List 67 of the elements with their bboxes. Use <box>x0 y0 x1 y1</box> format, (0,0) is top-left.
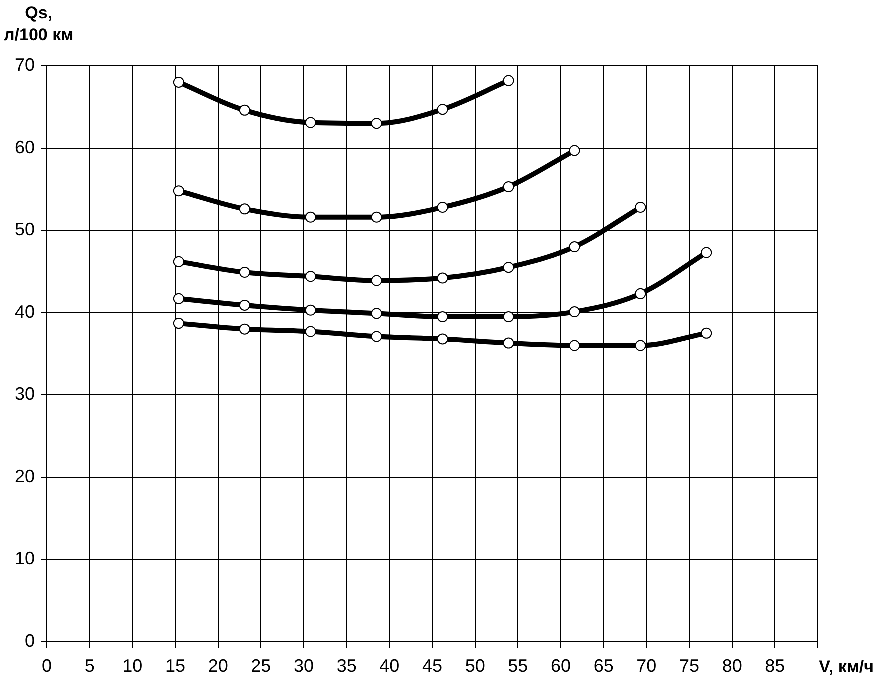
y-tick-label: 70 <box>14 54 35 75</box>
point <box>503 338 514 349</box>
point <box>503 262 514 274</box>
point <box>305 117 316 128</box>
point <box>371 275 382 286</box>
point <box>173 186 184 197</box>
point <box>239 204 250 215</box>
x-tick-label: 75 <box>679 656 700 676</box>
y-tick-label: 40 <box>14 302 35 322</box>
x-tick-label: 5 <box>84 656 95 676</box>
x-tick-label: 40 <box>380 656 400 676</box>
x-tick-label: 65 <box>594 656 614 676</box>
point <box>569 306 580 318</box>
x-tick-label: 0 <box>42 656 52 676</box>
point <box>503 311 514 322</box>
point <box>701 328 712 339</box>
x-tick-label: 55 <box>508 656 528 676</box>
point <box>635 202 646 214</box>
x-tick-label: 35 <box>336 656 357 676</box>
point <box>305 326 316 338</box>
y-tick-label: 20 <box>14 466 35 486</box>
point <box>173 318 184 330</box>
y-axis-title: Qs, л/100 км <box>4 4 74 45</box>
x-tick-label: 50 <box>465 656 486 676</box>
x-tick-label: 45 <box>422 656 443 676</box>
point <box>503 181 514 192</box>
y-tick-label: 50 <box>14 220 35 240</box>
point <box>173 293 184 304</box>
point <box>371 212 382 223</box>
point <box>305 271 316 282</box>
point <box>239 324 250 335</box>
point <box>569 145 580 156</box>
x-tick-label: 60 <box>550 656 572 676</box>
point <box>305 212 316 223</box>
point <box>437 272 448 284</box>
point <box>239 267 250 278</box>
x-tick-label: 25 <box>251 656 272 676</box>
y-tick-label: 0 <box>24 630 35 651</box>
x-tick-label: 15 <box>165 656 186 676</box>
y-tick-label: 60 <box>14 137 35 158</box>
point <box>503 75 514 86</box>
y-tick-label: 30 <box>14 384 35 404</box>
point <box>437 202 448 214</box>
x-tick-label: 30 <box>294 656 314 676</box>
point <box>173 256 184 268</box>
point <box>569 340 580 352</box>
point <box>437 311 448 322</box>
point <box>371 308 382 320</box>
point <box>305 304 316 316</box>
point <box>437 334 448 345</box>
point <box>437 104 448 116</box>
point <box>371 118 382 130</box>
x-tick-label: 70 <box>636 656 657 676</box>
point <box>569 242 580 253</box>
point <box>239 104 250 116</box>
point <box>635 340 646 352</box>
point <box>173 76 184 88</box>
point <box>239 300 250 311</box>
x-tick-label: 85 <box>765 656 786 676</box>
x-tick-label: 10 <box>122 656 143 676</box>
point <box>371 331 382 342</box>
point <box>701 247 712 258</box>
x-tick-label: 80 <box>722 656 742 676</box>
y-tick-label: 10 <box>14 548 35 569</box>
point <box>635 288 646 300</box>
x-axis-title: V, км/ч <box>819 658 874 677</box>
x-tick-label: 20 <box>208 656 228 676</box>
